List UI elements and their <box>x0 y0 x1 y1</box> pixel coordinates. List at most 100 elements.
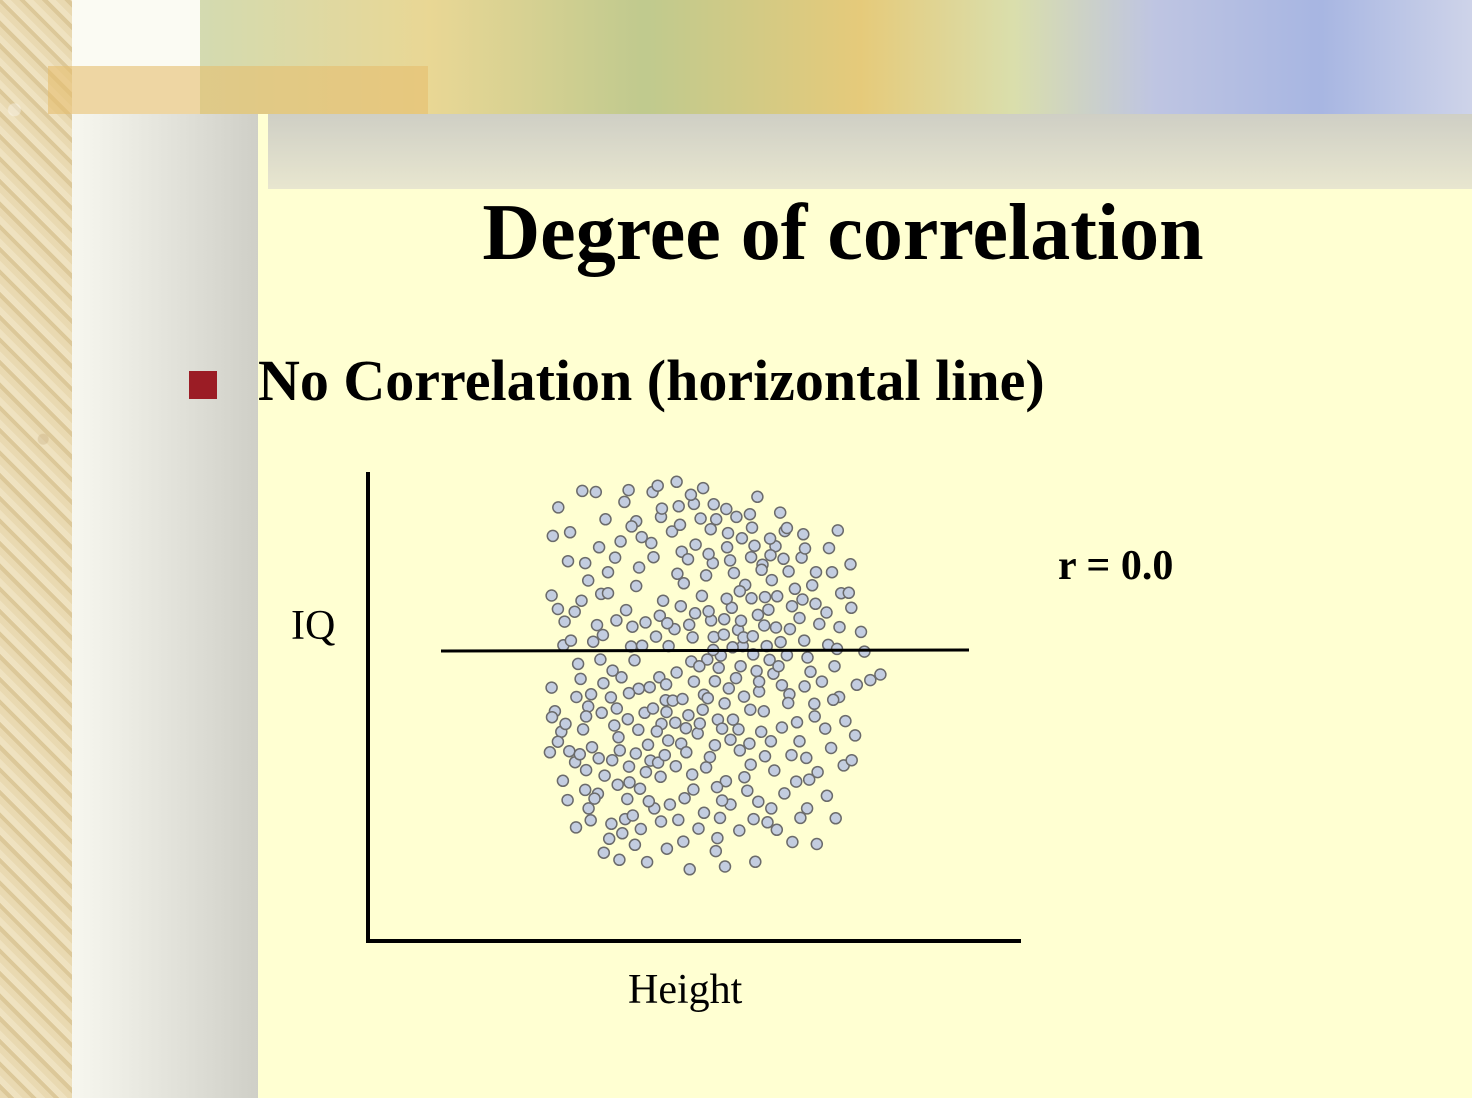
scatter-point <box>673 518 687 532</box>
correlation-annotation: r = 0.0 <box>1058 543 1174 589</box>
scatter-point <box>654 815 668 828</box>
scatter-point <box>744 703 757 716</box>
scatter-point <box>704 522 717 536</box>
scatter-point <box>632 561 646 574</box>
scatter-point <box>719 774 733 788</box>
scatter-point <box>715 794 729 807</box>
scatter-point <box>752 795 765 808</box>
scatter-point <box>582 802 595 815</box>
scatter-point <box>713 811 727 825</box>
scatter-point <box>545 589 558 602</box>
scatter-point <box>678 791 691 805</box>
scatter-point <box>589 485 603 499</box>
scatter-point <box>628 654 641 667</box>
scatter-point <box>809 565 823 579</box>
scatter-point <box>586 635 600 648</box>
scatter-point <box>546 529 560 543</box>
scatter-point <box>605 753 619 767</box>
scatter-point <box>641 738 655 752</box>
scatter-point <box>848 729 862 742</box>
scatter-point <box>712 661 725 675</box>
scatter-point <box>612 731 625 744</box>
scatter-point <box>573 748 587 761</box>
scatter-point <box>733 584 747 598</box>
scatter-point <box>773 506 787 519</box>
scatter-point <box>694 512 707 525</box>
scatter-point <box>674 599 688 613</box>
scatter-point <box>590 618 604 632</box>
scatter-point <box>717 628 731 641</box>
scatter-point <box>729 671 743 685</box>
scatter-point <box>618 495 631 509</box>
scatter-point <box>563 526 577 539</box>
scatter-point <box>800 802 814 815</box>
scatter-point <box>606 664 619 677</box>
scatter-point <box>581 574 595 587</box>
scatter-point <box>545 681 558 694</box>
scatter-point <box>785 748 798 762</box>
scatter-point <box>764 548 777 562</box>
scatter-point <box>632 723 645 737</box>
scatter-point <box>639 616 652 629</box>
scatter-point <box>808 710 821 723</box>
scatter-point <box>722 682 736 695</box>
scatter-point <box>592 752 605 765</box>
scatter-point <box>633 782 647 795</box>
scatter-point <box>845 753 858 767</box>
scatter-point <box>597 846 611 859</box>
scatter-point <box>696 481 710 495</box>
scatter-point <box>661 616 674 630</box>
scatter-point <box>575 594 588 607</box>
scatter-point <box>811 765 824 779</box>
scatter-point <box>696 703 709 716</box>
scatter-point <box>676 692 689 706</box>
scatter-point <box>734 614 748 628</box>
scatter-point <box>744 758 757 771</box>
scatter-point <box>653 609 667 622</box>
scatter-point <box>601 565 615 579</box>
x-axis-label: Height <box>628 967 743 1013</box>
scatter-point <box>634 822 648 836</box>
scatter-point <box>574 672 587 686</box>
scatter-point <box>730 510 743 524</box>
scatter-point <box>874 668 887 681</box>
scatter-point <box>655 502 669 515</box>
scatter-point <box>693 659 706 673</box>
scatter-point <box>709 513 723 526</box>
scatter-point <box>745 521 759 534</box>
scatter-point <box>642 795 656 808</box>
scatter-point <box>646 702 660 715</box>
scatter-point <box>611 778 624 791</box>
scatter-point <box>598 769 611 782</box>
scatter-point <box>808 697 821 711</box>
scatter-point <box>709 844 723 858</box>
scatter-point <box>604 691 618 704</box>
scatter-point <box>824 741 838 755</box>
scatter-point <box>660 842 674 855</box>
scatter-point <box>733 744 747 757</box>
scatter-point <box>758 750 772 763</box>
scatter-point <box>763 532 777 545</box>
scatter-point <box>584 814 597 827</box>
scatter-point <box>680 746 693 759</box>
scatter-point <box>563 744 576 758</box>
scatter-point <box>585 740 599 754</box>
scatter-point <box>752 675 766 688</box>
scatter-point <box>672 500 685 513</box>
scatter-point <box>669 716 682 729</box>
scatter-point <box>703 750 717 764</box>
scatter-point <box>820 789 834 803</box>
scatter-point <box>768 764 781 777</box>
scatter-point <box>615 671 628 684</box>
scatter-point <box>775 678 789 692</box>
scatter-point <box>578 556 592 570</box>
scatter-point <box>793 735 806 748</box>
scatter-point <box>726 713 740 726</box>
scatter-point <box>622 686 636 700</box>
scatter-point <box>629 747 643 760</box>
scatter-point <box>581 700 595 713</box>
scatter-point <box>762 603 775 616</box>
scatter-point <box>735 532 749 545</box>
scatter-point <box>682 708 695 722</box>
scatter-point <box>707 498 720 511</box>
